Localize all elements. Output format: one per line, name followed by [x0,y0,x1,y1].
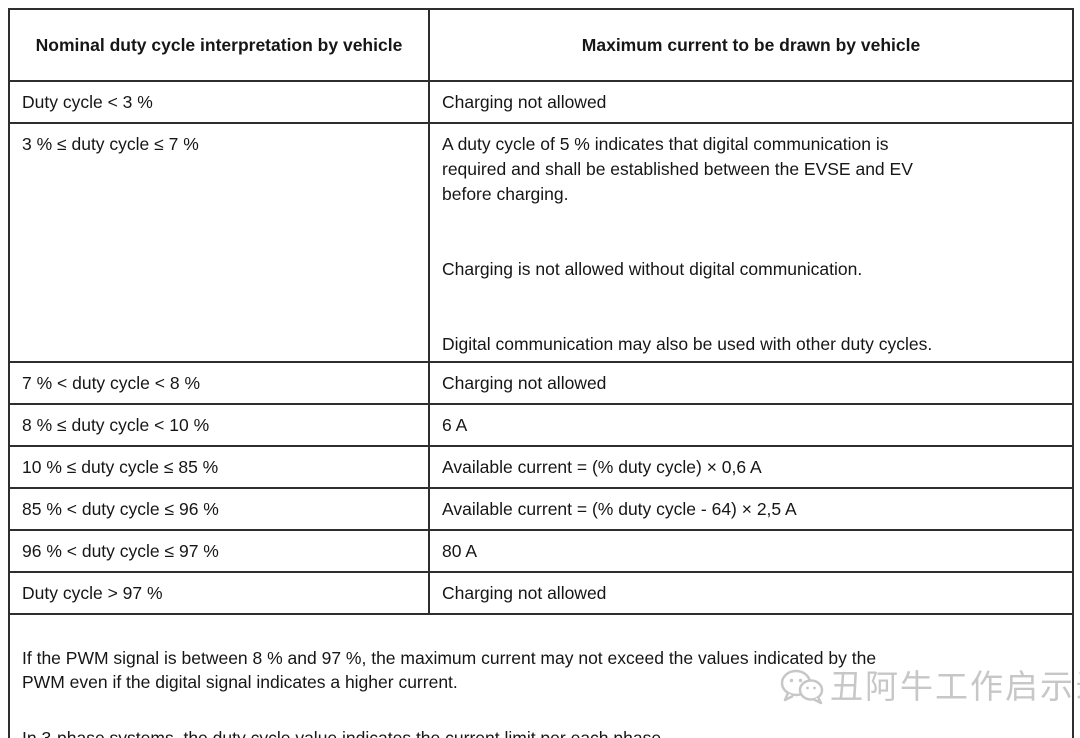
table-header-row: Nominal duty cycle interpretation by veh… [8,8,1074,82]
duty-cycle-cell: 85 % < duty cycle ≤ 96 % [8,487,430,531]
max-current-cell: A duty cycle of 5 % indicates that digit… [428,122,1074,363]
duty-cycle-cell: 10 % ≤ duty cycle ≤ 85 % [8,445,430,489]
table-row: Duty cycle > 97 % Charging not allowed [8,571,1074,615]
header-max-current-column: Maximum current to be drawn by vehicle [428,8,1074,82]
max-current-cell: Charging not allowed [428,80,1074,124]
max-current-cell: Available current = (% duty cycle - 64) … [428,487,1074,531]
duty-cycle-cell: 3 % ≤ duty cycle ≤ 7 % [8,122,430,363]
notes-cell: If the PWM signal is between 8 % and 97 … [8,613,1074,738]
table-row: 10 % ≤ duty cycle ≤ 85 % Available curre… [8,445,1074,489]
table-row: 8 % ≤ duty cycle < 10 % 6 A [8,403,1074,447]
max-current-cell: Charging not allowed [428,361,1074,405]
note-pwm-limit: If the PWM signal is between 8 % and 97 … [22,648,877,692]
duty-cycle-cell: 8 % ≤ duty cycle < 10 % [8,403,430,447]
table-row: Duty cycle < 3 % Charging not allowed [8,80,1074,124]
duty-cycle-cell: 7 % < duty cycle < 8 % [8,361,430,405]
header-duty-cycle-column: Nominal duty cycle interpretation by veh… [8,8,430,82]
max-current-cell: Charging not allowed [428,571,1074,615]
max-current-cell: 80 A [428,529,1074,573]
duty-cycle-cell: Duty cycle > 97 % [8,571,430,615]
max-current-cell: 6 A [428,403,1074,447]
duty-cycle-cell: Duty cycle < 3 % [8,80,430,124]
table-notes-row: If the PWM signal is between 8 % and 97 … [8,613,1074,738]
max-current-cell: Available current = (% duty cycle) × 0,6… [428,445,1074,489]
note-3-phase: In 3-phase systems, the duty cycle value… [22,728,666,738]
duty-cycle-table: Nominal duty cycle interpretation by veh… [8,8,1074,738]
table-row: 3 % ≤ duty cycle ≤ 7 % A duty cycle of 5… [8,122,1074,363]
table-row: 7 % < duty cycle < 8 % Charging not allo… [8,361,1074,405]
table-row: 85 % < duty cycle ≤ 96 % Available curre… [8,487,1074,531]
duty-cycle-cell: 96 % < duty cycle ≤ 97 % [8,529,430,573]
table-row: 96 % < duty cycle ≤ 97 % 80 A [8,529,1074,573]
